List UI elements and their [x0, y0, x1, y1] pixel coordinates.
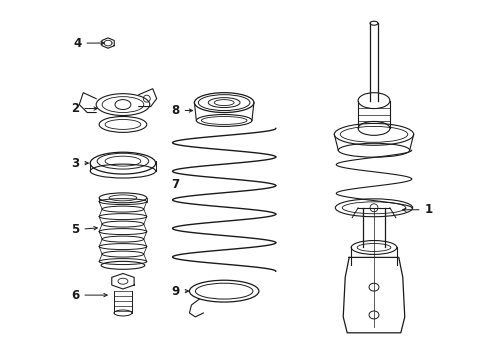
Text: 7: 7	[171, 179, 179, 192]
Text: 3: 3	[71, 157, 88, 170]
Text: 9: 9	[171, 285, 188, 298]
Text: 1: 1	[402, 203, 432, 216]
Text: 4: 4	[73, 37, 104, 50]
Text: 6: 6	[71, 289, 107, 302]
Text: 8: 8	[171, 104, 192, 117]
Text: 5: 5	[71, 223, 97, 236]
Text: 2: 2	[71, 102, 97, 115]
